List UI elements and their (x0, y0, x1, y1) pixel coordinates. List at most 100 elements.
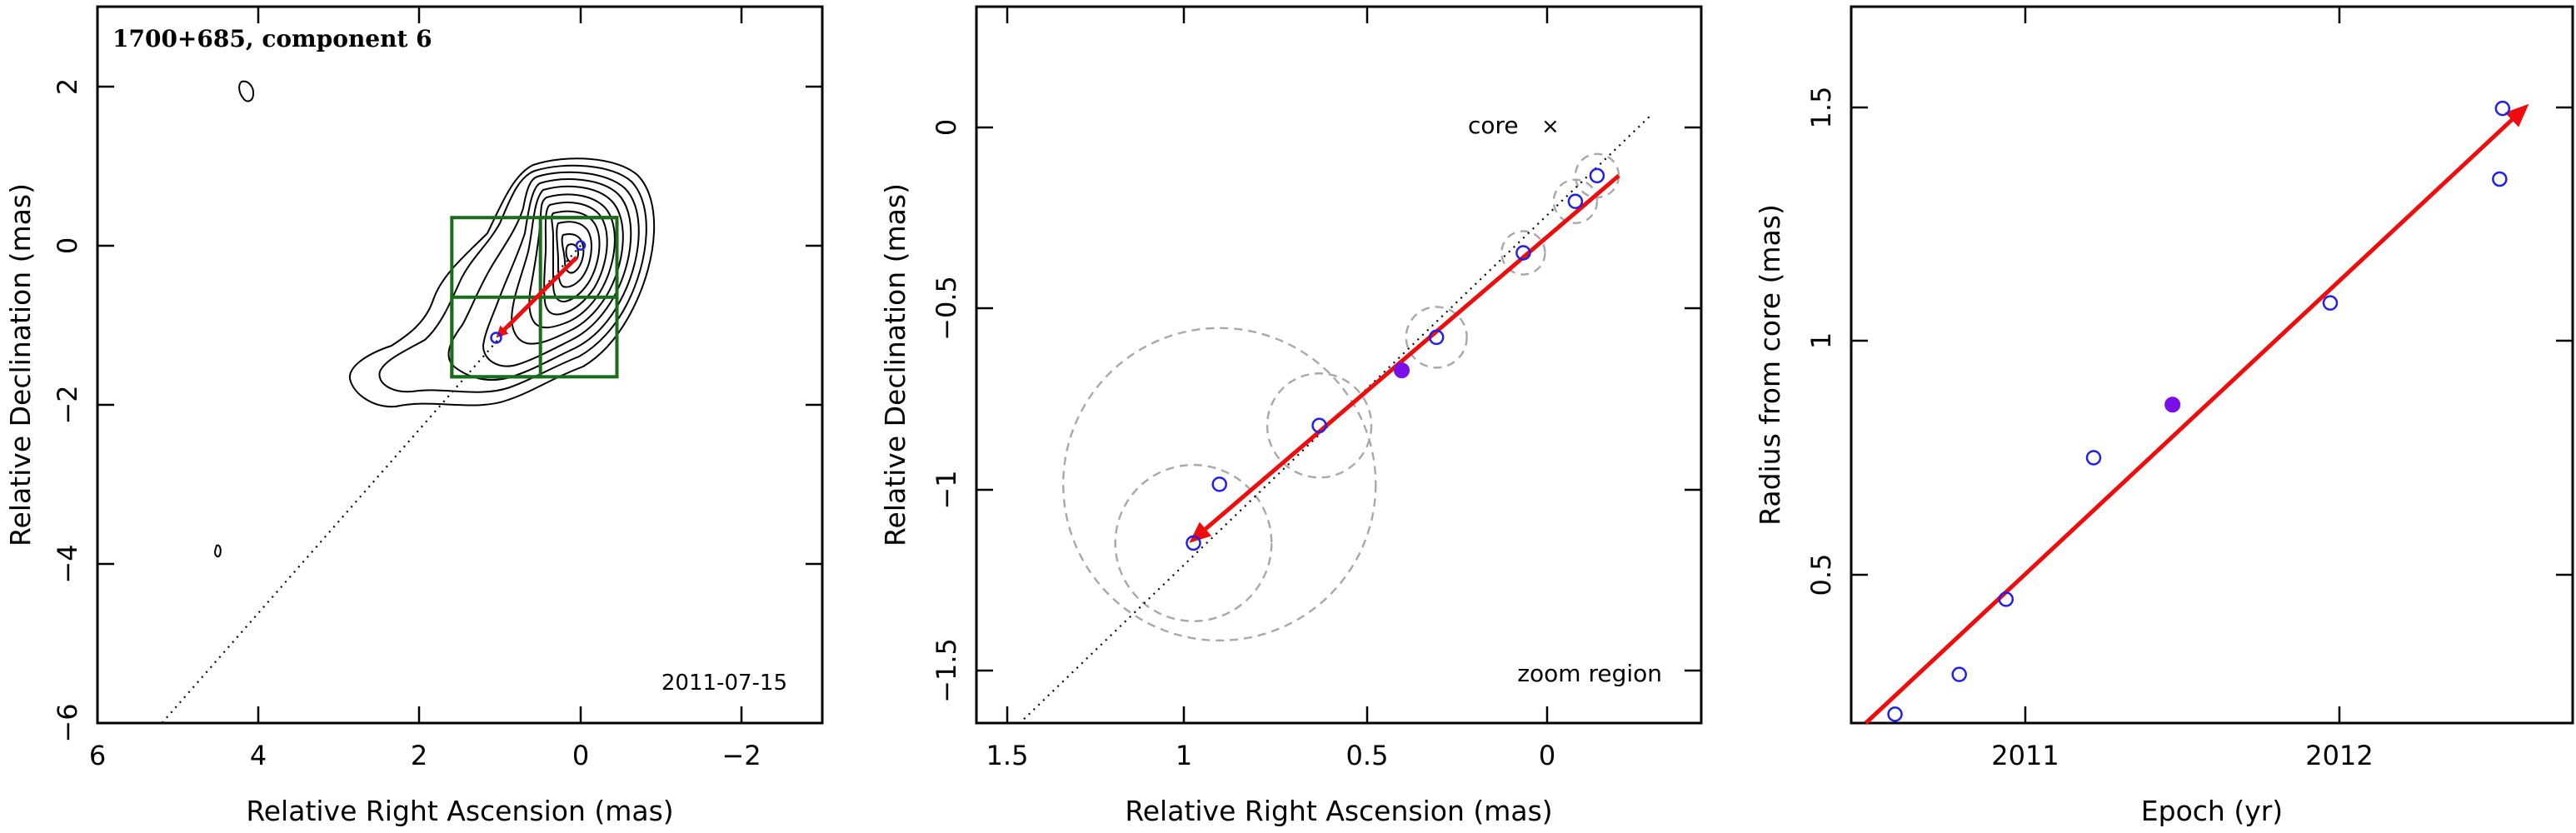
y-tick-label: 0 (931, 119, 962, 136)
panel-map-yticks (97, 85, 822, 566)
y-axis-label: Relative Declination (mas) (4, 183, 37, 546)
panel-radius-xticks (2024, 7, 2341, 723)
y-tick-label: −2 (52, 385, 83, 424)
panel-map-yticklabels: 2 0 −2 −4 −6 (52, 78, 83, 743)
panel-radius-yticks (1851, 106, 2573, 576)
x-tick-label: 1 (1176, 740, 1192, 771)
x-tick-label: 0 (1539, 740, 1555, 771)
x-tick-label: 0 (572, 740, 589, 771)
zoom-box (450, 295, 542, 379)
contour-level (348, 157, 656, 408)
radius-point (1951, 666, 1967, 682)
x-tick-label: 1.5 (986, 740, 1029, 771)
core-marker: × (1541, 114, 1560, 139)
radius-point (1887, 706, 1903, 722)
panel-zoom-frame (975, 5, 1703, 725)
y-tick-label: −0.5 (931, 276, 962, 341)
contour-level (561, 233, 585, 274)
y-tick-label: −1.5 (931, 638, 962, 703)
error-circle (1405, 306, 1468, 369)
panel-zoom-xticklabels: 1.5 1 0.5 0 (986, 740, 1556, 771)
zoom-boxes (450, 216, 619, 379)
component-marker (490, 332, 502, 344)
position-point (1211, 476, 1227, 492)
contour-level (482, 178, 632, 367)
contour-map (213, 80, 656, 558)
radius-point-highlighted (2164, 397, 2181, 413)
y-tick-label: 0.5 (1805, 554, 1837, 596)
contour-level (213, 544, 222, 558)
fit-arrow (1864, 103, 2529, 725)
error-circle (1114, 463, 1273, 622)
x-axis-label: Relative Right Ascension (mas) (246, 795, 673, 827)
position-point (1515, 245, 1531, 261)
observation-date: 2011-07-15 (661, 671, 787, 696)
position-point (1311, 417, 1327, 434)
contour-level (551, 210, 601, 303)
panel-zoom-xticks (1006, 7, 1549, 723)
motion-arrowhead (1189, 521, 1212, 543)
panel-radius-yticklabels: 0.5 1 1.5 (1805, 87, 1837, 596)
zoom-box (538, 216, 619, 299)
panel-radius-xticklabels: 2011 2012 (1991, 740, 2373, 771)
panel-zoom-yticks (976, 126, 1701, 672)
radius-point (2494, 100, 2511, 117)
x-tick-label: 2011 (1991, 740, 2059, 771)
contour-level (511, 185, 624, 345)
panel-radius: 2011 2012 0.5 1 1.5 Epoch (yr) Radius fr… (1754, 5, 2574, 827)
y-axis-label: Radius from core (mas) (1754, 204, 1786, 526)
x-tick-label: 6 (89, 740, 106, 771)
position-point-highlighted (1394, 362, 1410, 379)
radius-point (2492, 171, 2508, 187)
x-tick-label: 0.5 (1346, 740, 1389, 771)
motion-arrow (1189, 173, 1620, 543)
contour-level (556, 221, 592, 288)
panel-map-xticks (96, 7, 743, 723)
contour-level (378, 164, 647, 393)
fit-arrow-shaft (1864, 117, 2515, 725)
radius-point (1998, 591, 2014, 607)
x-axis-label: Epoch (yr) (2141, 795, 2283, 827)
contour-level (543, 202, 608, 316)
component-positions (1186, 167, 1605, 551)
panel-zoom-yticklabels: 0 −0.5 −1 −1.5 (931, 119, 962, 703)
core-marker (575, 240, 587, 251)
panel-map-frame (96, 5, 824, 725)
panel-map: 6 4 2 0 −2 2 0 −2 −4 −6 Relative Right A… (4, 5, 824, 827)
zoom-region-annotation: zoom region (1517, 660, 1662, 687)
y-tick-label: −4 (52, 544, 83, 583)
y-tick-label: 2 (52, 78, 83, 95)
radius-point (2322, 295, 2339, 311)
panel-radius-frame (1850, 5, 2574, 725)
y-tick-label: 0 (52, 237, 83, 254)
y-tick-label: 1.5 (1805, 87, 1837, 129)
panel-map-xticklabels: 6 4 2 0 −2 (89, 740, 761, 771)
y-tick-label: −6 (52, 703, 83, 742)
position-point (1428, 329, 1445, 346)
position-point (1567, 193, 1584, 209)
position-point (1589, 167, 1605, 184)
y-tick-label: 1 (1805, 332, 1837, 349)
error-circle (1574, 152, 1620, 199)
x-tick-label: 2012 (2305, 740, 2373, 771)
x-axis-label: Relative Right Ascension (mas) (1125, 795, 1552, 827)
core-annotation: core (1468, 112, 1519, 139)
radius-points (1887, 100, 2511, 722)
position-point (1186, 535, 1201, 551)
y-axis-label: Relative Declination (mas) (879, 183, 911, 546)
contour-level (238, 80, 255, 102)
x-tick-label: −2 (721, 740, 761, 771)
error-circle (1061, 327, 1377, 642)
error-circle (1266, 372, 1373, 479)
radius-point (2085, 450, 2102, 466)
panel-title: 1700+685, component 6 (112, 25, 432, 52)
motion-arrow-shaft (1202, 173, 1620, 532)
fit-arrowhead (2504, 103, 2529, 127)
y-tick-label: −1 (931, 470, 962, 509)
x-tick-label: 2 (411, 740, 427, 771)
error-circle (1500, 230, 1546, 276)
panel-zoom: 1.5 1 0.5 0 0 −0.5 −1 −1.5 Relative Righ… (879, 5, 1703, 827)
error-circles (1061, 152, 1620, 642)
x-tick-label: 4 (250, 740, 267, 771)
